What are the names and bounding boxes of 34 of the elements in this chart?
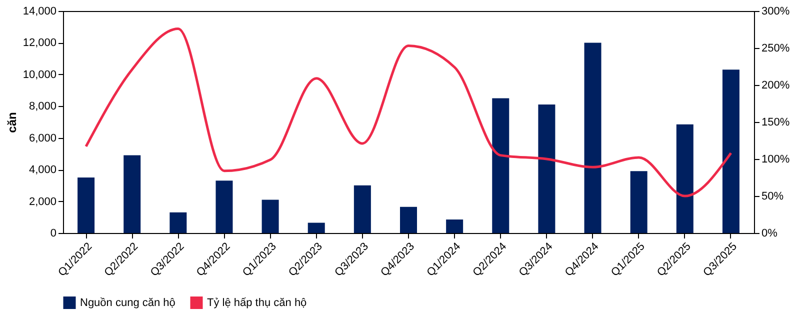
- legend-label: Tỷ lệ hấp thụ căn hộ: [207, 296, 307, 309]
- y-axis-title: căn: [4, 112, 19, 133]
- y2-tick-label: 300%: [762, 6, 790, 18]
- y-tick-label: 2,000: [28, 196, 56, 208]
- y-tick-label: 8,000: [28, 100, 56, 113]
- bar: [308, 222, 325, 233]
- y2-tick-label: 50%: [762, 190, 784, 202]
- bar: [676, 124, 694, 233]
- y2-tick-label: 0%: [762, 228, 778, 240]
- bar: [492, 98, 510, 233]
- y-tick-label: 10,000: [22, 68, 56, 81]
- bar: [446, 220, 464, 233]
- y2-tick-label: 150%: [762, 116, 790, 128]
- y-tick-label: 14,000: [22, 6, 56, 18]
- bar: [216, 180, 233, 233]
- bar: [170, 212, 187, 233]
- y2-tick-label: 200%: [762, 80, 790, 92]
- y-tick-label: 12,000: [22, 37, 56, 50]
- bar: [584, 42, 602, 233]
- bar: [400, 206, 417, 233]
- legend-label: Nguồn cung căn hộ: [80, 296, 176, 309]
- bar: [354, 185, 371, 233]
- y-tick-label: 0: [50, 228, 56, 240]
- y2-tick-label: 250%: [762, 42, 790, 54]
- y-tick-label: 6,000: [28, 132, 56, 144]
- bar: [124, 155, 141, 233]
- bar: [722, 70, 740, 233]
- bar: [538, 104, 556, 233]
- line-series: [84, 28, 732, 198]
- bar: [630, 171, 648, 233]
- y2-tick-label: 100%: [762, 154, 790, 166]
- y-tick-label: 4,000: [28, 164, 56, 176]
- bar: [78, 178, 95, 233]
- bar: [262, 200, 279, 233]
